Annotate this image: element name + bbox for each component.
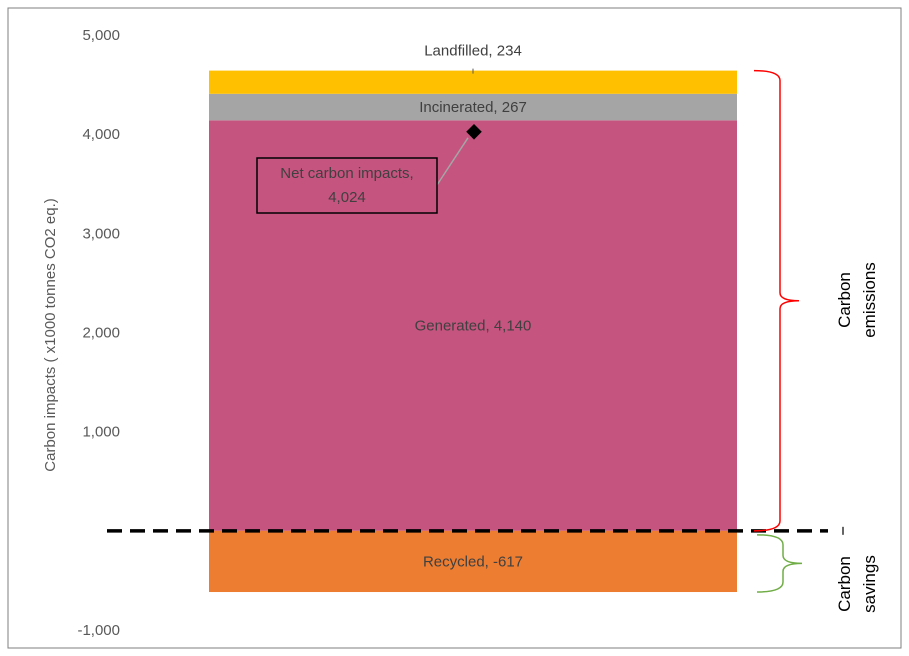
bar-segment-recycled [209, 530, 737, 593]
emissions-curly-bracket [753, 69, 800, 532]
y-tick-label: 1,000 [82, 424, 120, 441]
segment-label-generated: Generated, 4,140 [415, 318, 532, 335]
y-tick-label: 4,000 [82, 126, 120, 143]
bar-segment-generated [209, 120, 737, 531]
segment-labels: Generated, 4,140 Incinerated, 267 Landfill… [415, 43, 532, 571]
bar-segment-incinerated [209, 93, 737, 121]
net-impact-callout-box [256, 157, 438, 214]
savings-label-line2: savings [860, 555, 879, 613]
y-tick-label: 3,000 [82, 225, 120, 242]
bar-segments [209, 70, 737, 593]
net-impact-label-line2: 4,024 [328, 189, 366, 206]
y-tick-label: 5,000 [82, 27, 120, 44]
bar-segment-landfilled [209, 70, 737, 94]
savings-curly-bracket [756, 534, 803, 593]
y-axis-title: Carbon impacts ( x1000 tonnes CO2 eq.) [42, 198, 59, 471]
segment-label-incinerated: Incinerated, 267 [419, 99, 527, 116]
net-impact-leader-line [436, 137, 469, 186]
net-impact-label-line1: Net carbon impacts, [280, 165, 413, 182]
y-tick-label: 2,000 [82, 325, 120, 342]
emissions-label-line2: emissions [860, 262, 879, 338]
y-tick-label: -1,000 [77, 622, 120, 639]
y-tick-labels: 5,000 4,000 3,000 2,000 1,000 -1,000 [77, 27, 120, 639]
segment-label-recycled: Recycled, -617 [423, 553, 523, 570]
savings-label-line1: Carbon [835, 556, 854, 612]
emissions-label-line1: Carbon [835, 272, 854, 328]
segment-label-landfilled: Landfilled, 234 [424, 43, 522, 60]
